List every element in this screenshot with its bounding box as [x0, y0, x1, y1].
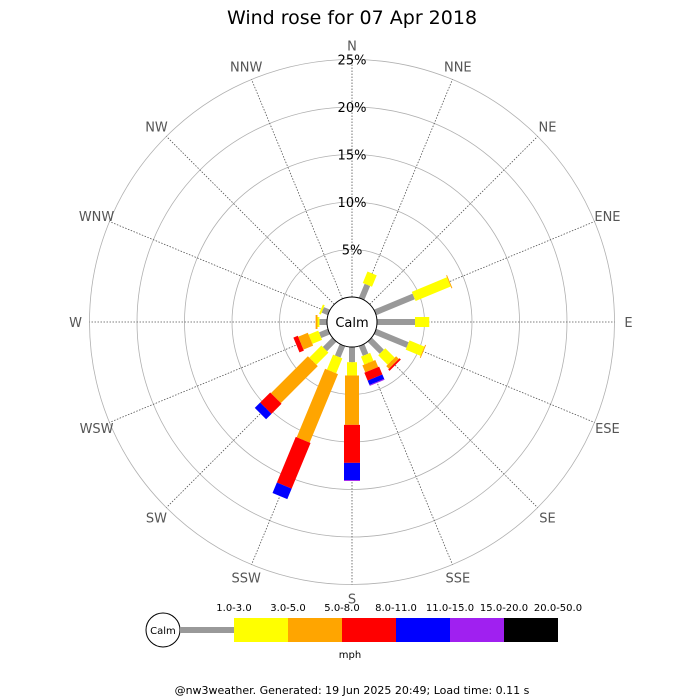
radial-tick-label: 25%: [338, 54, 367, 69]
bar-sw-bin1: [322, 337, 337, 352]
direction-label-ssw: SSW: [232, 571, 262, 586]
footer-text: @nw3weather. Generated: 19 Jun 2025 20:4…: [175, 684, 530, 697]
radial-tick-labels: 5% 10% 15% 20% 25%: [338, 54, 367, 259]
spoke-wsw: [109, 331, 330, 423]
calm-label: Calm: [335, 316, 368, 331]
legend-label-3: 5.0-8.0: [324, 603, 359, 614]
bar-wnw-bin2: [319, 304, 325, 315]
legend-swatch-2: [234, 618, 288, 642]
chart-title: Wind rose for 07 Apr 2018: [227, 7, 477, 29]
legend-swatch-1: [180, 627, 234, 633]
bar-ssw-bin2: [326, 354, 343, 374]
legend-swatch-7: [504, 618, 558, 642]
bar-nne-bin2: [362, 271, 377, 287]
radial-tick-label: 5%: [342, 244, 363, 259]
bar-nne-bin1: [358, 283, 371, 301]
bar-sse-bin4: [364, 366, 383, 381]
bar-ese-bin1: [373, 328, 409, 348]
calm-center: Calm: [326, 296, 378, 348]
bar-ssw-bin4: [276, 436, 311, 489]
bar-se-bin4: [388, 358, 401, 371]
legend-label-1: 1.0-3.0: [216, 603, 251, 614]
legend-label-7: 20.0-50.0: [534, 603, 582, 614]
bar-se-bin1: [367, 337, 384, 354]
direction-label-ene: ENE: [594, 210, 620, 225]
legend-swatch-5: [396, 618, 450, 642]
direction-label-wnw: WNW: [79, 210, 115, 225]
radial-tick-label: 15%: [338, 149, 367, 164]
spoke-wnw: [109, 221, 330, 313]
bar-ssw-bin5: [272, 482, 292, 500]
bar-sw-bin4: [260, 392, 282, 414]
bar-wsw-bin3: [298, 332, 314, 350]
bar-sse-bin5: [367, 374, 385, 386]
direction-label-wsw: WSW: [80, 422, 114, 437]
bar-sw-bin3: [270, 356, 318, 404]
calm-circle: [326, 296, 378, 348]
direction-label-se: SE: [539, 512, 555, 527]
legend-calm-label: Calm: [150, 626, 176, 637]
direction-label-ne: NE: [539, 120, 557, 135]
bar-wnw-bin1: [321, 307, 331, 316]
bar-se-bin2: [378, 348, 395, 365]
legend-swatch-4: [342, 618, 396, 642]
legend-label-6: 15.0-20.0: [480, 603, 528, 614]
bar-sw-bin5: [254, 402, 272, 420]
spoke-ne: [369, 136, 538, 305]
legend-unit: mph: [339, 650, 361, 661]
bar-wsw-bin1: [318, 328, 331, 338]
bar-ssw-bin1: [334, 343, 346, 358]
direction-label-sse: SSE: [445, 571, 470, 586]
legend-swatch-3: [288, 618, 342, 642]
legend-label-5: 11.0-15.0: [426, 603, 474, 614]
legend-swatch-6: [450, 618, 504, 642]
wind-bars: [254, 271, 453, 500]
direction-label-w: W: [69, 316, 82, 331]
direction-label-s: S: [348, 593, 356, 608]
bar-se-bin3: [386, 356, 399, 369]
bar-wsw-bin4: [293, 335, 304, 353]
direction-labels: N NNE NE ENE E ESE SE SSE S SSW SW WSW W WNW NW NNW: [69, 40, 633, 608]
radial-tick-label: 10%: [338, 196, 367, 211]
bar-ene-bin2: [411, 277, 451, 302]
spoke-nnw: [251, 79, 343, 300]
radial-tick-label: 20%: [338, 101, 367, 116]
bar-wsw-bin2: [308, 330, 323, 344]
bar-sse-bin2: [360, 352, 374, 365]
bar-ssw-bin3: [296, 368, 338, 443]
direction-label-nnw: NNW: [230, 61, 262, 76]
spoke-nw: [166, 136, 335, 305]
direction-label-ese: ESE: [595, 422, 620, 437]
direction-label-nne: NNE: [444, 61, 472, 76]
bar-sw-bin2: [309, 345, 329, 365]
direction-label-nw: NW: [145, 120, 168, 135]
bar-sse-bin3: [362, 359, 379, 373]
speed-legend: Calm mph 1.0-3.0 3.0-5.0 5.0-8.0 8.0-11.0 11…: [145, 603, 582, 661]
legend-label-2: 3.0-5.0: [270, 603, 305, 614]
bar-sse-bin1: [358, 343, 369, 356]
legend-label-4: 8.0-11.0: [375, 603, 417, 614]
direction-label-n: N: [347, 40, 357, 55]
bar-ese-bin2: [405, 340, 425, 356]
direction-label-e: E: [624, 316, 632, 331]
bar-ene-bin1: [373, 293, 415, 316]
spoke-nne: [361, 79, 453, 300]
direction-label-sw: SW: [146, 512, 167, 527]
spoke-se: [369, 339, 538, 508]
